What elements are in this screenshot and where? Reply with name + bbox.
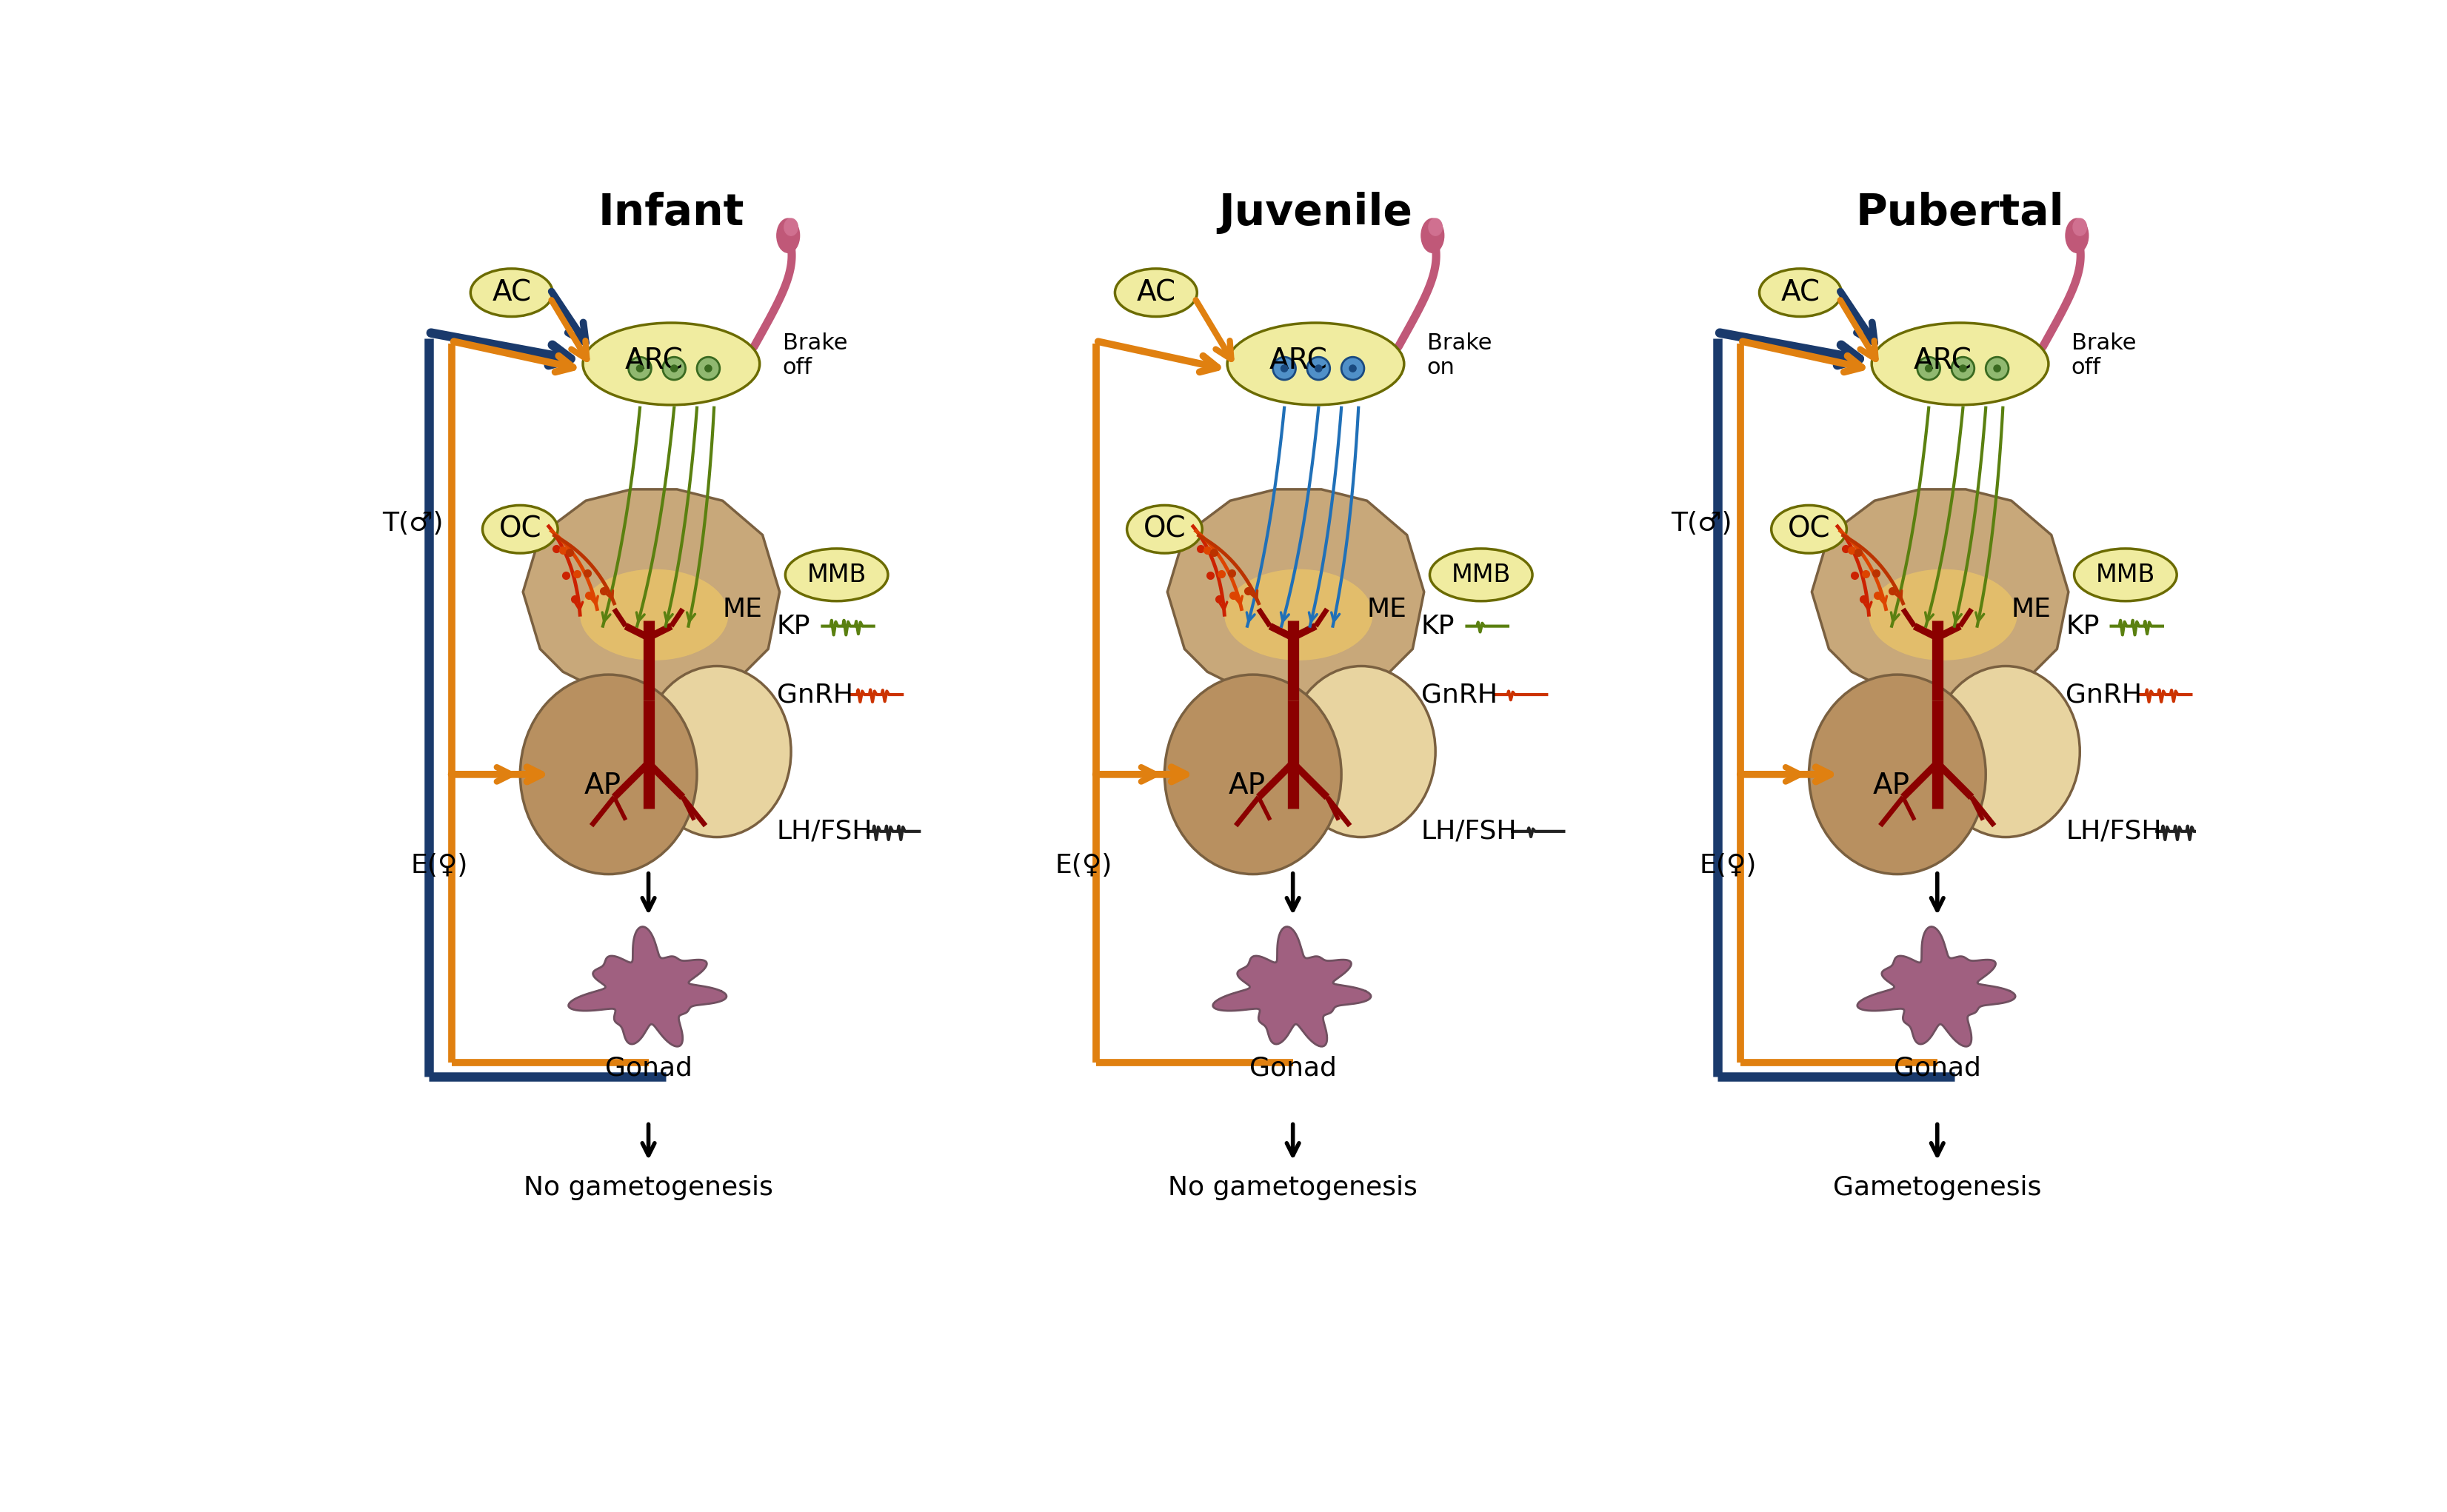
Text: Brake
on: Brake on	[1427, 333, 1493, 378]
Text: Gonad: Gonad	[1894, 1055, 1982, 1081]
Text: ME: ME	[722, 596, 763, 621]
Text: LH/FSH: LH/FSH	[776, 820, 874, 844]
Text: OC: OC	[1143, 516, 1187, 543]
Ellipse shape	[1926, 364, 1933, 372]
Text: MMB: MMB	[808, 562, 866, 587]
Ellipse shape	[1287, 667, 1436, 838]
Ellipse shape	[1116, 269, 1197, 316]
Text: AP: AP	[1872, 771, 1911, 800]
Ellipse shape	[670, 364, 678, 372]
Ellipse shape	[636, 364, 644, 372]
Text: E(♀): E(♀)	[411, 853, 467, 878]
Polygon shape	[568, 927, 727, 1046]
Ellipse shape	[1987, 357, 2009, 380]
Text: GnRH: GnRH	[1422, 682, 1498, 708]
Ellipse shape	[1931, 667, 2080, 838]
Text: ARC: ARC	[1270, 346, 1329, 375]
Ellipse shape	[1429, 549, 1532, 602]
Text: AC: AC	[1781, 278, 1821, 307]
Ellipse shape	[1994, 364, 2002, 372]
Ellipse shape	[582, 324, 759, 405]
Text: ME: ME	[2011, 596, 2051, 621]
Ellipse shape	[2075, 549, 2178, 602]
Ellipse shape	[1228, 324, 1405, 405]
Ellipse shape	[644, 667, 790, 838]
Ellipse shape	[1870, 569, 2016, 661]
Ellipse shape	[470, 269, 553, 316]
Ellipse shape	[1314, 364, 1321, 372]
Text: ARC: ARC	[624, 346, 683, 375]
Ellipse shape	[1128, 505, 1201, 553]
Text: Gonad: Gonad	[604, 1055, 693, 1081]
Polygon shape	[1857, 927, 2016, 1046]
Text: Pubertal: Pubertal	[1855, 192, 2065, 234]
Ellipse shape	[1808, 674, 1987, 874]
Ellipse shape	[1224, 569, 1373, 661]
Ellipse shape	[1872, 324, 2048, 405]
Ellipse shape	[697, 357, 719, 380]
Text: ME: ME	[1368, 596, 1407, 621]
Ellipse shape	[705, 364, 712, 372]
Ellipse shape	[1953, 357, 1975, 380]
Ellipse shape	[1280, 364, 1287, 372]
Text: KP: KP	[1422, 614, 1456, 638]
Text: OC: OC	[499, 516, 541, 543]
Ellipse shape	[1272, 357, 1297, 380]
Ellipse shape	[1918, 357, 1940, 380]
Text: OC: OC	[1789, 516, 1830, 543]
Text: Brake
off: Brake off	[2070, 333, 2136, 378]
Ellipse shape	[1307, 357, 1329, 380]
Text: KP: KP	[776, 614, 810, 638]
Text: Infant: Infant	[597, 192, 744, 234]
Text: GnRH: GnRH	[776, 682, 854, 708]
Text: LH/FSH: LH/FSH	[2065, 820, 2161, 844]
Polygon shape	[524, 490, 781, 700]
Ellipse shape	[663, 357, 685, 380]
Ellipse shape	[482, 505, 558, 553]
Ellipse shape	[1165, 674, 1341, 874]
Ellipse shape	[1348, 364, 1356, 372]
Text: No gametogenesis: No gametogenesis	[524, 1175, 773, 1201]
Polygon shape	[1811, 490, 2068, 700]
Ellipse shape	[2065, 219, 2087, 253]
Text: Gametogenesis: Gametogenesis	[1833, 1175, 2041, 1201]
Ellipse shape	[580, 569, 729, 661]
Ellipse shape	[521, 674, 697, 874]
Polygon shape	[1214, 927, 1370, 1046]
Text: MMB: MMB	[2095, 562, 2156, 587]
Text: Brake
off: Brake off	[783, 333, 847, 378]
Ellipse shape	[1759, 269, 1843, 316]
Ellipse shape	[1772, 505, 1847, 553]
Text: No gametogenesis: No gametogenesis	[1167, 1175, 1417, 1201]
Ellipse shape	[1960, 364, 1967, 372]
Ellipse shape	[785, 549, 888, 602]
Text: AP: AP	[1228, 771, 1265, 800]
Text: Gonad: Gonad	[1250, 1055, 1336, 1081]
Text: KP: KP	[2065, 614, 2100, 638]
Text: AC: AC	[492, 278, 531, 307]
Text: LH/FSH: LH/FSH	[1422, 820, 1517, 844]
Text: GnRH: GnRH	[2065, 682, 2141, 708]
Ellipse shape	[1429, 219, 1441, 236]
Text: ARC: ARC	[1914, 346, 1972, 375]
Ellipse shape	[1422, 219, 1444, 253]
Text: Juvenile: Juvenile	[1219, 192, 1412, 234]
Text: T(♂): T(♂)	[382, 511, 443, 537]
Ellipse shape	[629, 357, 651, 380]
Text: AC: AC	[1135, 278, 1175, 307]
Ellipse shape	[2073, 219, 2087, 236]
Ellipse shape	[776, 219, 800, 253]
Polygon shape	[1167, 490, 1424, 700]
Text: E(♀): E(♀)	[1698, 853, 1757, 878]
Text: T(♂): T(♂)	[1671, 511, 1732, 537]
Ellipse shape	[783, 219, 798, 236]
Text: AP: AP	[585, 771, 622, 800]
Text: MMB: MMB	[1451, 562, 1510, 587]
Ellipse shape	[1341, 357, 1363, 380]
Text: E(♀): E(♀)	[1055, 853, 1113, 878]
